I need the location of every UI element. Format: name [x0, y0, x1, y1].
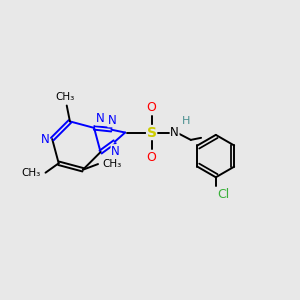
Text: N: N	[108, 114, 117, 127]
Text: H: H	[182, 116, 190, 126]
Text: N: N	[170, 126, 179, 139]
Text: N: N	[40, 133, 49, 146]
Text: O: O	[147, 151, 157, 164]
Text: CH₃: CH₃	[102, 159, 122, 169]
Text: N: N	[111, 145, 120, 158]
Text: Cl: Cl	[217, 188, 230, 201]
Text: O: O	[147, 101, 157, 114]
Text: S: S	[147, 125, 157, 140]
Text: N: N	[96, 112, 104, 125]
Text: CH₃: CH₃	[56, 92, 75, 102]
Text: CH₃: CH₃	[22, 168, 41, 178]
